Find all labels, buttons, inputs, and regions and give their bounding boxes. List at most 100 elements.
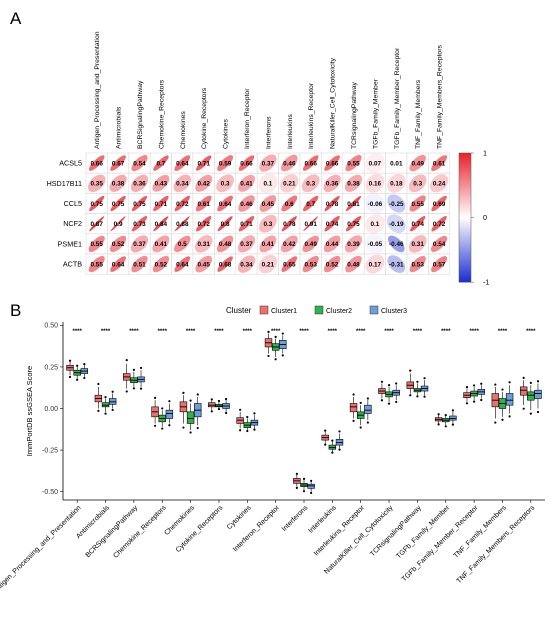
- outlier-point: [295, 486, 298, 489]
- legend-swatch: [259, 305, 269, 315]
- heatmap-column-label: TNF_Family_Members_Receptors: [437, 45, 444, 149]
- heatmap-value: 0.55: [90, 241, 103, 248]
- outlier-point: [153, 396, 157, 399]
- outlier-point: [111, 390, 114, 393]
- significance-label: ****: [328, 329, 338, 335]
- heatmap-value: -0.31: [389, 261, 404, 268]
- outlier-point: [494, 383, 497, 386]
- outlier-point: [139, 366, 143, 370]
- heatmap-ellipse: [237, 235, 256, 253]
- x-category-label: Chemokine_Receptors: [112, 504, 168, 560]
- heatmap-value: 0.71: [240, 221, 253, 228]
- heatmap-value: 0.31: [411, 241, 424, 248]
- heatmap-ellipse: [280, 235, 298, 253]
- heatmap-ellipse: [174, 216, 190, 232]
- heatmap-row-label: ACSL5: [59, 159, 82, 168]
- heatmap-value: 0.54: [133, 160, 146, 167]
- heatmap-value: -0.25: [389, 201, 404, 208]
- outlier-point: [182, 391, 185, 394]
- heatmap-ellipse: [216, 235, 234, 253]
- heatmap-ellipse: [110, 216, 126, 232]
- outlier-point: [310, 479, 313, 482]
- heatmap-ellipse: [323, 235, 341, 253]
- heatmap-ellipse: [238, 195, 255, 212]
- heatmap-value: 0.52: [155, 261, 168, 268]
- heatmap-ellipse: [345, 195, 362, 212]
- heatmap-value: 0.31: [197, 241, 210, 248]
- heatmap-column-label: Interferon_Receptor: [244, 88, 251, 149]
- heatmap-column-label: Cytokines: [223, 119, 230, 149]
- heatmap-value: 0.37: [262, 160, 275, 167]
- y-tick-label: 0.00: [44, 406, 58, 413]
- heatmap-ellipse: [408, 174, 427, 193]
- heatmap-value: 0.9: [114, 221, 123, 228]
- outlier-point: [473, 384, 476, 387]
- heatmap-ellipse: [410, 216, 426, 232]
- heatmap-ellipse: [302, 255, 319, 273]
- heatmap-ellipse: [387, 235, 405, 253]
- heatmap-ellipse: [280, 154, 298, 172]
- significance-label: ****: [73, 329, 83, 335]
- heatmap-ellipse: [364, 233, 385, 254]
- outlier-point: [267, 330, 270, 333]
- outlier-point: [522, 407, 525, 410]
- heatmap-ellipse: [174, 256, 191, 272]
- outlier-point: [324, 443, 327, 446]
- outlier-point: [281, 332, 284, 335]
- heatmap-column-label: Interferons: [265, 116, 272, 149]
- ssgsea-boxplot: Cluster Cluster1 Cluster2 Cluster3 0.50 0.25 0…: [0, 305, 545, 595]
- box: [349, 403, 358, 413]
- outlier-point: [324, 429, 327, 432]
- heatmap-value: -0.19: [389, 221, 404, 228]
- heatmap-value: 0.17: [369, 261, 382, 268]
- outlier-point: [416, 380, 419, 383]
- colorbar-tick-label: 1: [483, 149, 487, 158]
- heatmap-ellipse: [386, 152, 407, 174]
- heatmap-ellipse: [429, 174, 449, 193]
- box: [505, 393, 514, 406]
- outlier-point: [352, 419, 355, 422]
- heatmap-ellipse: [88, 235, 105, 252]
- y-tick-label: 0.25: [44, 364, 58, 371]
- outlier-point: [480, 382, 483, 385]
- outlier-point: [359, 426, 362, 429]
- x-category-label: Interleukins_Receptor: [313, 504, 367, 558]
- significance-label: ****: [441, 329, 451, 335]
- heatmap-value: 0.1: [263, 181, 272, 188]
- heatmap-value: 0.3: [306, 181, 315, 188]
- heatmap-ellipse: [431, 216, 447, 232]
- outlier-point: [437, 413, 440, 416]
- heatmap-value: 0.74: [326, 221, 339, 228]
- outlier-point: [494, 421, 497, 424]
- heatmap-value: 0.81: [347, 201, 360, 208]
- heatmap-value: 0.37: [240, 241, 253, 248]
- heatmap-ellipse: [153, 155, 169, 171]
- heatmap-ellipse: [238, 174, 255, 192]
- heatmap-value: 0.34: [240, 261, 253, 268]
- outlier-point: [508, 381, 511, 384]
- heatmap-ellipse: [365, 153, 385, 173]
- outlier-point: [437, 423, 440, 426]
- outlier-point: [529, 412, 532, 415]
- heatmap-row-label: HSD17B11: [47, 179, 82, 188]
- outlier-point: [522, 376, 525, 379]
- x-category-label: Cytokines: [226, 504, 253, 531]
- heatmap-ellipse: [217, 195, 233, 212]
- heatmap-ellipse: [344, 174, 363, 192]
- heatmap-value: 0.42: [283, 241, 296, 248]
- outlier-point: [331, 451, 334, 454]
- outlier-point: [161, 407, 164, 410]
- heatmap-value: 0.57: [433, 261, 446, 268]
- heatmap-value: 0.5: [178, 241, 187, 248]
- heatmap-value: 0.54: [433, 241, 446, 248]
- heatmap-ellipse: [431, 256, 448, 273]
- heatmap-ellipse: [301, 174, 320, 193]
- heatmap-value: 0.3: [413, 181, 422, 188]
- significance-label: ****: [498, 329, 508, 335]
- outlier-point: [295, 472, 298, 475]
- heatmap-value: 0.21: [283, 181, 296, 188]
- outlier-point: [246, 415, 249, 419]
- heatmap-value: 0.61: [433, 160, 446, 167]
- heatmap-ellipse: [130, 235, 149, 253]
- heatmap-value: 0.55: [411, 201, 424, 208]
